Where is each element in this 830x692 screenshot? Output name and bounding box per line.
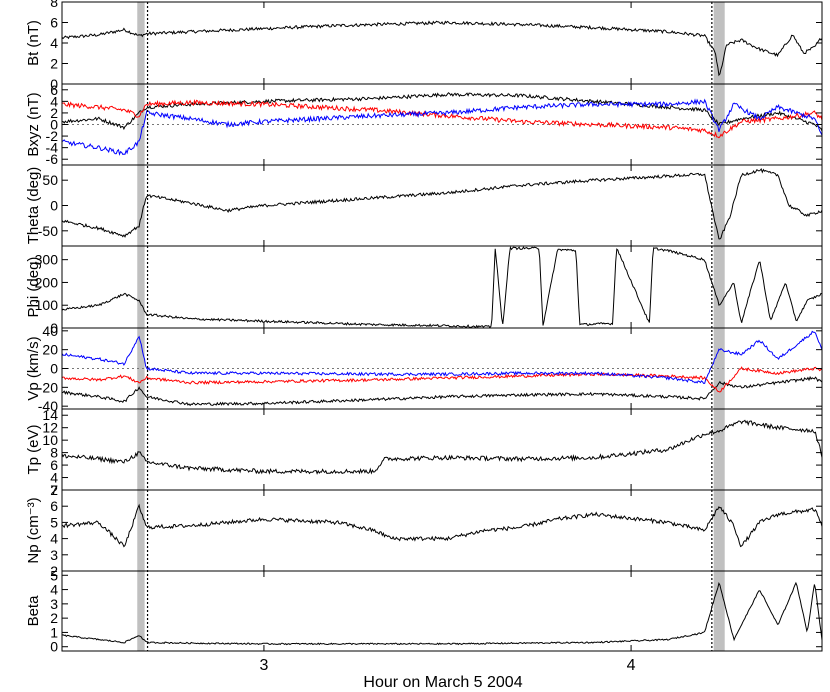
bt-ytick-label: 2 xyxy=(50,56,58,72)
theta-ytick-label: 50 xyxy=(42,172,58,188)
vp-ytick-label: 40 xyxy=(42,323,58,339)
bxyz-ytick-label: 0 xyxy=(50,117,58,133)
bxyz-ylabel: Bxyz (nT) xyxy=(25,92,42,156)
vp-ytick-label: 20 xyxy=(42,342,58,358)
tp-ytick-label: 4 xyxy=(50,470,58,486)
shaded-interval xyxy=(713,2,725,651)
tp-ylabel: Tp (eV) xyxy=(25,424,42,474)
bxyz-ytick-label: 2 xyxy=(50,105,58,121)
panel-frame-theta xyxy=(61,164,823,247)
bxyz-series-black xyxy=(62,92,822,132)
beta-ylabel: Beta xyxy=(25,595,42,627)
tp-ytick-label: 8 xyxy=(50,445,58,461)
phi-series-black xyxy=(62,246,822,328)
np-ytick-label: 2 xyxy=(50,563,58,579)
vp-series-red xyxy=(62,366,822,393)
phi-ytick-label: 100 xyxy=(35,297,59,313)
bxyz-series-red xyxy=(62,99,822,139)
np-ytick-label: 7 xyxy=(50,482,58,498)
theta-ylabel: Theta (deg) xyxy=(25,167,42,245)
bxyz-ytick-label: -2 xyxy=(46,128,59,144)
bt-ytick-label: 4 xyxy=(50,35,58,51)
tp-series-black xyxy=(62,419,822,475)
shaded-interval xyxy=(137,2,145,651)
x-tick-label: 4 xyxy=(627,657,636,674)
bxyz-ytick-label: 4 xyxy=(50,93,58,109)
beta-ytick-label: 2 xyxy=(50,610,58,626)
tp-ytick-label: 10 xyxy=(42,432,58,448)
bxyz-ytick-label: -4 xyxy=(46,140,59,156)
bt-ytick-label: 0 xyxy=(50,76,58,92)
vp-series-blue xyxy=(62,330,822,385)
np-ytick-label: 6 xyxy=(50,498,58,514)
bxyz-ytick-label: -6 xyxy=(46,151,59,167)
bt-ylabel: Bt (nT) xyxy=(25,20,42,66)
panel-frame-tp xyxy=(61,408,823,491)
beta-ytick-label: 4 xyxy=(50,582,58,598)
phi-ytick-label: 200 xyxy=(35,274,59,290)
tp-ytick-label: 6 xyxy=(50,457,58,473)
np-ytick-label: 3 xyxy=(50,547,58,563)
panel-frame-np xyxy=(61,489,823,572)
theta-series-black xyxy=(62,167,822,240)
theta-ytick-label: 0 xyxy=(50,198,58,214)
beta-ytick-label: 1 xyxy=(50,624,58,640)
np-series-black xyxy=(62,503,822,548)
beta-series-black xyxy=(62,581,822,646)
x-tick-label: 3 xyxy=(259,657,268,674)
vp-series-black xyxy=(62,375,822,407)
bxyz-series-blue xyxy=(62,98,822,156)
bxyz-ytick-label: 6 xyxy=(50,82,58,98)
vp-ytick-label: -20 xyxy=(38,379,58,395)
x-axis-label: Hour on March 5 2004 xyxy=(363,674,522,691)
bt-ytick-label: 8 xyxy=(50,0,58,10)
np-ytick-label: 4 xyxy=(50,531,58,547)
phi-ylabel: Phi (deg) xyxy=(25,257,42,318)
bt-ytick-label: 6 xyxy=(50,15,58,31)
beta-ytick-label: 5 xyxy=(50,567,58,583)
panel-frame-beta xyxy=(61,570,823,652)
bt-series-black xyxy=(62,20,822,77)
vp-ytick-label: -40 xyxy=(38,398,58,414)
phi-ytick-label: 300 xyxy=(35,252,59,268)
beta-ytick-label: 0 xyxy=(50,639,58,655)
vp-ylabel: Vp (km/s) xyxy=(25,336,42,400)
tp-ytick-label: 12 xyxy=(42,420,58,436)
dotted-vertical-lines xyxy=(146,2,713,651)
tp-ytick-label: 14 xyxy=(42,407,58,423)
phi-ytick-label: 0 xyxy=(50,320,58,336)
np-ytick-label: 5 xyxy=(50,514,58,530)
np-ylabel: Np (cm⁻³) xyxy=(25,497,42,563)
tp-ytick-label: 2 xyxy=(50,482,58,498)
shaded-intervals xyxy=(137,2,725,651)
vp-ytick-label: 0 xyxy=(50,361,58,377)
beta-ytick-label: 3 xyxy=(50,596,58,612)
theta-ytick-label: -50 xyxy=(38,223,58,239)
